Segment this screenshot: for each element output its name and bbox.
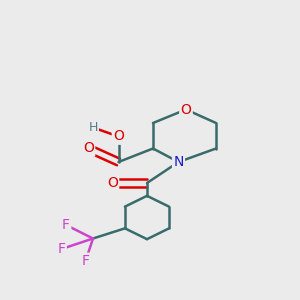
- Text: O: O: [113, 130, 124, 143]
- Text: O: O: [107, 176, 118, 190]
- Text: O: O: [181, 103, 191, 116]
- Text: F: F: [58, 242, 65, 256]
- Text: N: N: [173, 155, 184, 169]
- Text: F: F: [82, 254, 89, 268]
- Text: F: F: [62, 218, 70, 232]
- Text: O: O: [83, 142, 94, 155]
- Text: H: H: [88, 121, 98, 134]
